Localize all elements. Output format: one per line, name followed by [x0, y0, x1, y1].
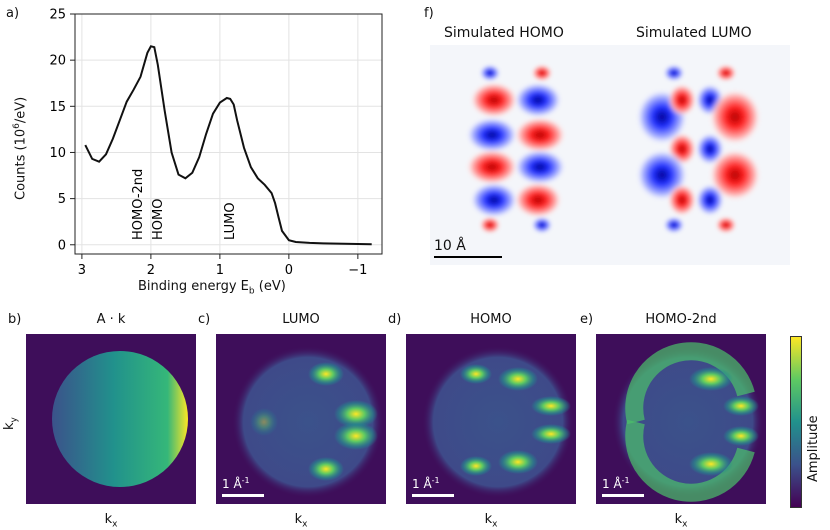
map-title-homo-2nd: HOMO-2nd [645, 312, 717, 327]
y-tick-label: 15 [49, 100, 66, 115]
map-homo [406, 334, 576, 504]
simulated-homo-lobes [466, 65, 566, 233]
map-lumo [216, 334, 386, 504]
panel-label-c: c) [198, 312, 211, 327]
ky-label: ky [2, 417, 20, 430]
scale-bar-homo-2nd [602, 494, 644, 497]
panel-label-a: a) [6, 6, 20, 21]
x-tick-label: 3 [78, 263, 86, 278]
simulated-orbitals-image [430, 45, 790, 265]
scale-label-lumo: 1 Å-1 [222, 476, 250, 491]
annotation-homo: HOMO [151, 199, 166, 240]
scale-bar-homo [412, 494, 454, 497]
map-homo-2nd [596, 334, 766, 504]
colorbar-label: Amplitude [806, 415, 821, 482]
x-tick-label: −1 [348, 263, 367, 278]
annotation-homo-2nd: HOMO-2nd [131, 169, 146, 240]
y-tick-label: 0 [58, 238, 66, 253]
scale-label-homo: 1 Å-1 [412, 476, 440, 491]
map-title-a-dot-k: A · k [96, 312, 126, 327]
panel-label-d: d) [388, 312, 402, 327]
map-a-dot-k [26, 334, 196, 504]
y-ticks: 0 5 10 15 20 25 [49, 8, 75, 253]
amplitude-colorbar [790, 336, 802, 508]
panel-label-f: f) [424, 6, 434, 21]
x-tick-label: 1 [216, 263, 224, 278]
spectrum-line [84, 45, 372, 246]
map-title-homo: HOMO [470, 312, 512, 327]
simulated-lumo-lobes [636, 65, 761, 233]
simulated-homo-title: Simulated HOMO [444, 25, 564, 41]
kx-label-b: kx [104, 512, 118, 530]
y-tick-label: 10 [49, 146, 66, 161]
panel-label-b: b) [8, 312, 22, 327]
y-tick-label: 25 [49, 8, 66, 23]
kx-label-c: kx [294, 512, 308, 530]
scale-bar-lumo [222, 494, 264, 497]
scale-label-homo-2nd: 1 Å-1 [602, 476, 630, 491]
y-tick-label: 20 [49, 54, 66, 69]
orbital-scale-label: 10 Å [434, 238, 466, 254]
x-ticks: 3 2 1 0 −1 [78, 254, 367, 278]
kx-label-d: kx [484, 512, 498, 530]
panel-label-e: e) [580, 312, 594, 327]
y-axis-label: Counts (106/eV) [12, 96, 29, 200]
x-axis-label: Binding energy Eb (eV) [138, 279, 286, 297]
kx-label-e: kx [674, 512, 688, 530]
y-tick-label: 5 [58, 192, 66, 207]
simulated-lumo-title: Simulated LUMO [636, 25, 752, 41]
x-tick-label: 0 [285, 263, 293, 278]
map-title-lumo: LUMO [282, 312, 320, 327]
plot-frame [74, 13, 383, 255]
x-tick-label: 2 [147, 263, 155, 278]
annotation-lumo: LUMO [223, 202, 238, 240]
